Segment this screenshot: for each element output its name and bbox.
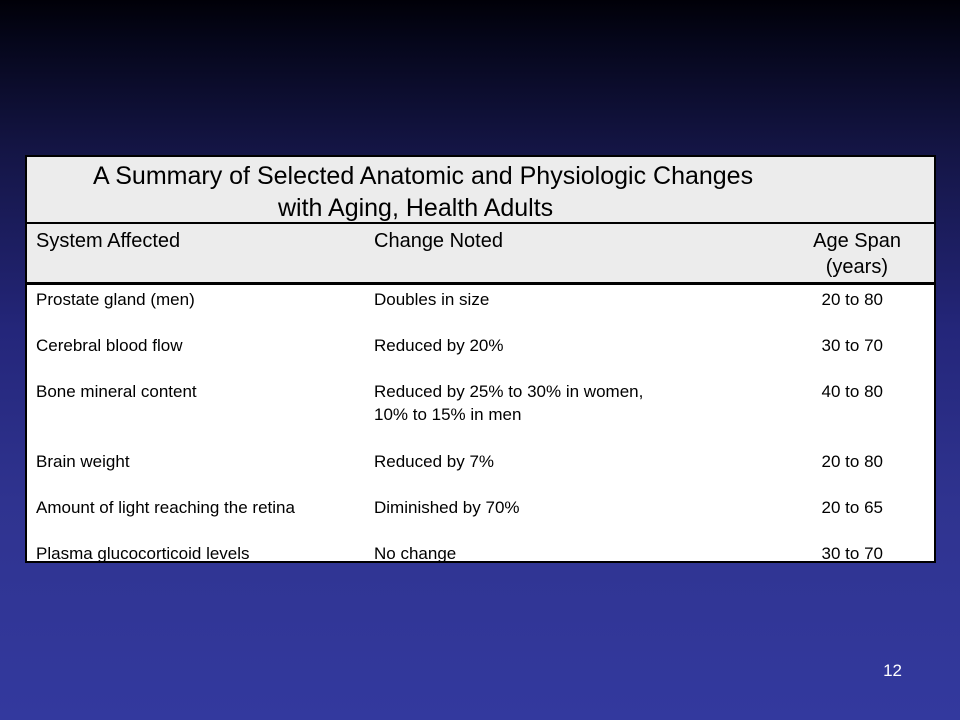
cell-system: Plasma glucocorticoid levels [36,544,250,563]
cell-age-span: 20 to 80 [821,452,883,471]
cell-system: Bone mineral content [36,382,197,401]
table-header-row: System Affected Change Noted Age Span (y… [27,224,934,285]
cell-age-span: 30 to 70 [821,336,883,355]
cell-age-span: 30 to 70 [821,544,883,563]
cell-system: Brain weight [36,452,130,471]
cell-age-span: 20 to 65 [821,498,883,517]
cell-change: Reduced by 20% [374,336,504,355]
header-change-noted: Change Noted [374,230,503,252]
cell-change: Reduced by 7% [374,452,495,471]
cell-system: Amount of light reaching the retina [36,498,295,517]
cell-change: No change [374,544,457,563]
cell-change: Reduced by 25% to 30% in women, [374,382,644,401]
header-system-affected: System Affected [36,230,181,252]
cell-age-span: 20 to 80 [821,290,883,309]
slide-page-number: 12 [883,661,902,680]
table-title-row: A Summary of Selected Anatomic and Physi… [27,157,934,224]
table-title-line-2: with Aging, Health Adults [278,194,554,222]
summary-table: A Summary of Selected Anatomic and Physi… [25,155,936,563]
cell-change-continued: 10% to 15% in men [374,405,522,424]
header-age-span: Age Span [813,230,901,252]
table-title-line-1: A Summary of Selected Anatomic and Physi… [93,162,754,190]
cell-change: Doubles in size [374,290,490,309]
cell-system: Prostate gland (men) [36,290,195,309]
cell-system: Cerebral blood flow [36,336,183,355]
cell-age-span: 40 to 80 [821,382,883,401]
header-age-span-unit: (years) [825,256,888,278]
cell-change: Diminished by 70% [374,498,520,517]
